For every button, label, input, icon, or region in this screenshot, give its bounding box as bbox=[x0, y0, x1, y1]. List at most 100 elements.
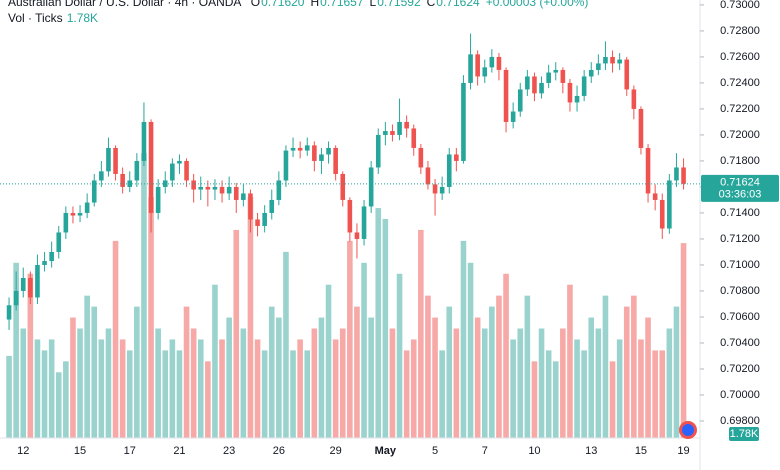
countdown: 03:36:03 bbox=[719, 189, 762, 201]
volume-bar bbox=[254, 339, 261, 438]
candle-body bbox=[241, 193, 246, 200]
candle-body bbox=[617, 59, 622, 64]
volume-bar bbox=[134, 306, 140, 438]
legend-row: Australian Dollar / U.S. Dollar · 4h · O… bbox=[8, 0, 594, 10]
volume-bar bbox=[560, 328, 566, 438]
volume-bar bbox=[567, 284, 573, 438]
candle-body bbox=[262, 212, 267, 226]
volume-bar bbox=[240, 328, 247, 438]
volume-bar bbox=[98, 339, 105, 438]
volume-bar bbox=[382, 219, 389, 438]
volume-bar bbox=[496, 295, 502, 438]
volume-bar bbox=[318, 317, 325, 438]
candle-body bbox=[84, 202, 90, 213]
tv-logo[interactable] bbox=[679, 421, 697, 439]
candle-body bbox=[638, 108, 644, 148]
volume-bar bbox=[481, 328, 488, 438]
candle-body bbox=[510, 111, 516, 122]
x-tick-label: 5 bbox=[432, 445, 438, 457]
candle-body bbox=[219, 186, 225, 194]
volume-bar bbox=[673, 306, 680, 438]
volume-bar bbox=[659, 350, 666, 438]
volume-bar bbox=[524, 295, 531, 438]
volume-bar bbox=[510, 339, 516, 438]
candle-body bbox=[226, 186, 232, 194]
volume-bar bbox=[148, 197, 154, 438]
volume-bar bbox=[453, 328, 460, 438]
volume-bar bbox=[680, 243, 687, 438]
ohlc-key: H bbox=[310, 0, 320, 9]
candle-body bbox=[326, 147, 331, 155]
candle-body bbox=[446, 154, 452, 187]
candle-body bbox=[354, 232, 360, 239]
candle-body bbox=[106, 147, 111, 172]
x-tick-label: 29 bbox=[330, 445, 342, 457]
candle-body bbox=[99, 171, 104, 181]
y-tick-label: 0.69800 bbox=[720, 415, 760, 427]
volume-bar bbox=[226, 317, 232, 438]
volume-bar bbox=[84, 295, 90, 438]
candle-body bbox=[304, 145, 310, 151]
candle-body bbox=[404, 121, 409, 129]
volume-bar bbox=[652, 350, 658, 438]
volume-bar bbox=[467, 262, 474, 438]
volume-bar bbox=[403, 350, 410, 438]
y-tick-label: 0.73000 bbox=[720, 0, 760, 11]
candle-body bbox=[482, 67, 488, 77]
candle-body bbox=[148, 121, 154, 213]
candle-body bbox=[333, 147, 338, 174]
volume-bar bbox=[425, 295, 431, 438]
volume-bar bbox=[297, 339, 303, 438]
volume-bar bbox=[325, 284, 332, 438]
y-tick-label: 0.72200 bbox=[720, 103, 760, 115]
ohlc-value: 0.71620 bbox=[261, 0, 305, 9]
y-tick-label: 0.71200 bbox=[720, 233, 760, 245]
candle-body bbox=[681, 167, 686, 184]
volume-bar bbox=[460, 240, 467, 438]
y-tick-label: 0.72400 bbox=[720, 77, 760, 89]
x-tick-label: 7 bbox=[482, 445, 488, 457]
volume-bar bbox=[489, 306, 495, 438]
candle-body bbox=[553, 69, 559, 73]
volume-bar bbox=[247, 197, 254, 438]
ohlc-value: 0.71592 bbox=[377, 0, 421, 9]
candle-body bbox=[603, 56, 608, 64]
candle-body bbox=[312, 145, 317, 161]
volume-bar bbox=[574, 339, 580, 438]
symbol: Australian Dollar / U.S. Dollar · 4h · O… bbox=[8, 0, 242, 9]
volume-bar bbox=[446, 306, 453, 438]
legend: Australian Dollar / U.S. Dollar · 4h · O… bbox=[8, 0, 594, 26]
candle-body bbox=[77, 212, 83, 216]
candle-body bbox=[70, 212, 76, 216]
ohlc-key: L bbox=[369, 0, 377, 9]
ohlc-value: 0.71624 bbox=[436, 0, 480, 9]
volume-bar bbox=[13, 262, 19, 438]
candle-body bbox=[91, 180, 97, 203]
volume-bar bbox=[666, 328, 673, 438]
volume-bar bbox=[616, 339, 623, 438]
volume-bar bbox=[63, 361, 69, 438]
candle-body bbox=[198, 186, 204, 190]
volume-bar bbox=[141, 153, 147, 439]
y-tick-label: 0.71000 bbox=[720, 259, 760, 271]
plot bbox=[6, 33, 687, 439]
logo-inner[interactable] bbox=[682, 424, 694, 436]
candle-body bbox=[432, 184, 438, 194]
candle-body bbox=[596, 63, 601, 70]
volume-bar bbox=[432, 317, 438, 438]
candle-body bbox=[255, 219, 260, 226]
volume-bar bbox=[233, 229, 240, 438]
volume-bar bbox=[396, 273, 403, 438]
candle-body bbox=[297, 147, 303, 151]
volume-bar bbox=[645, 317, 651, 438]
candle-body bbox=[667, 180, 672, 229]
candle-body bbox=[525, 76, 530, 90]
ohlc-key: O bbox=[250, 0, 261, 9]
volume-bar bbox=[375, 208, 382, 438]
volume-bar bbox=[347, 240, 353, 438]
volume-bar bbox=[261, 350, 268, 438]
y-tick-label: 0.70200 bbox=[720, 363, 760, 375]
candle-body bbox=[49, 251, 54, 262]
